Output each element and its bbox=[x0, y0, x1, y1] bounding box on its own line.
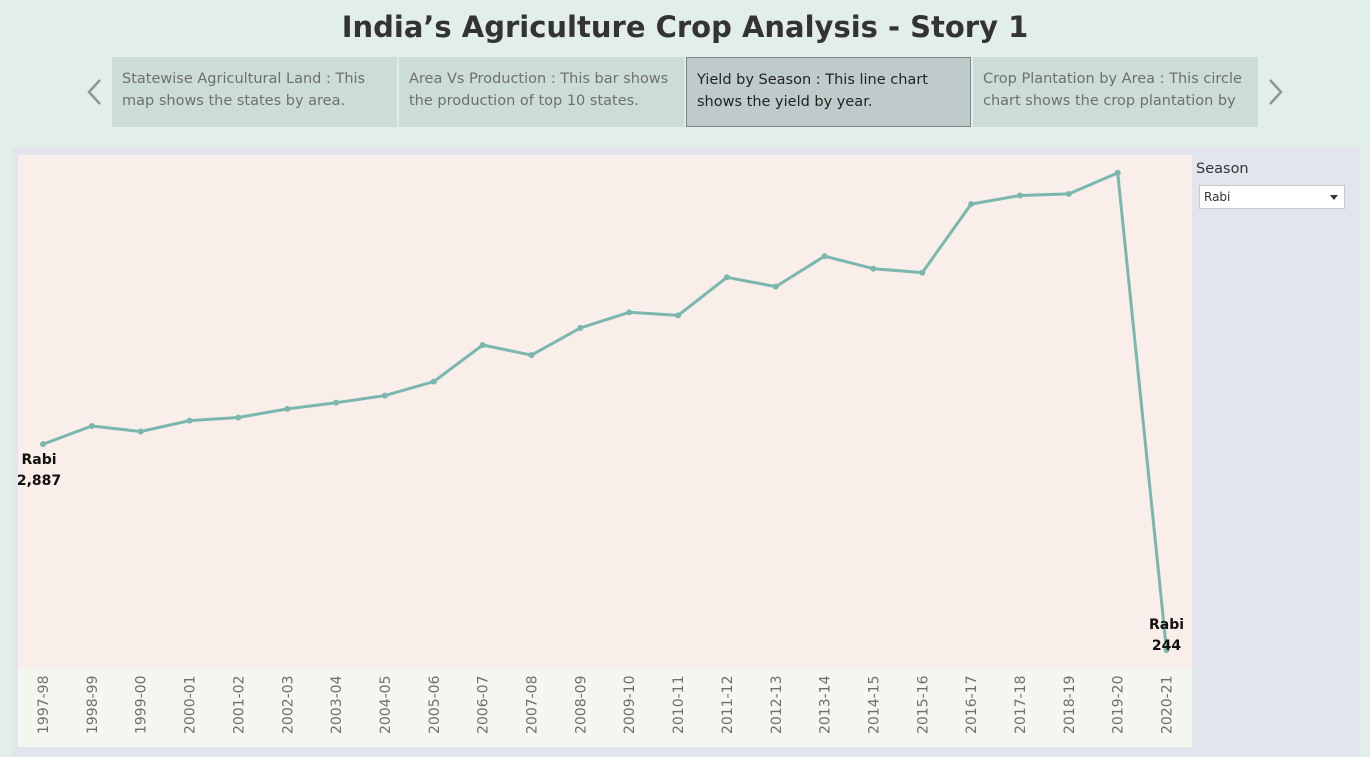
data-label-value: 2,887 bbox=[17, 473, 61, 489]
data-label-series: Rabi bbox=[1149, 617, 1184, 633]
data-point-2014-15[interactable] bbox=[870, 265, 877, 272]
x-tick-label: 2008-09 bbox=[573, 676, 589, 735]
x-tick-label: 1999-00 bbox=[134, 676, 150, 735]
x-tick-label: 2010-11 bbox=[671, 676, 687, 735]
page-title: India’s Agriculture Crop Analysis - Stor… bbox=[341, 10, 1029, 44]
data-label-series: Rabi bbox=[21, 452, 56, 468]
story-point-1[interactable]: Statewise Agricultural Land : This map s… bbox=[112, 57, 397, 127]
x-tick-label: 2015-16 bbox=[915, 675, 931, 734]
data-point-2012-13[interactable] bbox=[772, 283, 779, 290]
chevron-right-icon[interactable] bbox=[1263, 74, 1287, 110]
data-point-2011-12[interactable] bbox=[723, 274, 730, 281]
data-point-2004-05[interactable] bbox=[381, 392, 388, 399]
story-point-text: Yield by Season : This line chart shows … bbox=[697, 72, 928, 110]
data-point-1998-99[interactable] bbox=[88, 423, 95, 430]
season-filter-dropdown[interactable]: Rabi bbox=[1199, 185, 1345, 209]
x-tick-label: 2007-08 bbox=[525, 676, 541, 735]
data-point-2020-21[interactable] bbox=[1163, 646, 1170, 653]
x-tick-label: 2001-02 bbox=[231, 676, 247, 735]
season-filter-title: Season bbox=[1196, 161, 1249, 177]
x-axis-area bbox=[18, 669, 1192, 747]
data-point-1999-00[interactable] bbox=[137, 428, 144, 435]
data-point-2001-02[interactable] bbox=[235, 414, 242, 421]
data-point-2013-14[interactable] bbox=[821, 253, 828, 260]
story-point-3[interactable]: Yield by Season : This line chart shows … bbox=[686, 57, 971, 127]
season-filter-value: Rabi bbox=[1204, 190, 1231, 204]
x-tick-label: 2004-05 bbox=[378, 676, 394, 735]
x-tick-label: 2000-01 bbox=[183, 676, 199, 735]
data-point-2007-08[interactable] bbox=[528, 352, 535, 359]
x-tick-label: 2016-17 bbox=[964, 676, 980, 735]
x-tick-label: 2014-15 bbox=[866, 676, 882, 735]
data-label-value: 244 bbox=[1152, 638, 1181, 654]
data-point-2018-19[interactable] bbox=[1065, 190, 1072, 197]
x-tick-label: 1997-98 bbox=[36, 676, 52, 735]
data-point-2008-09[interactable] bbox=[577, 324, 584, 331]
story-point-2[interactable]: Area Vs Production : This bar shows the … bbox=[399, 57, 684, 127]
data-point-2000-01[interactable] bbox=[186, 417, 193, 424]
data-point-1997-98[interactable] bbox=[40, 441, 46, 448]
x-tick-label: 2018-19 bbox=[1062, 676, 1078, 735]
x-tick-label: 2009-10 bbox=[622, 676, 638, 735]
x-tick-label: 2003-04 bbox=[329, 675, 345, 734]
data-point-2002-03[interactable] bbox=[284, 405, 291, 412]
x-tick-label: 2017-18 bbox=[1013, 676, 1029, 735]
series-line-rabi bbox=[42, 171, 1168, 651]
x-tick-label: 2013-14 bbox=[818, 675, 834, 734]
x-tick-label: 2011-12 bbox=[720, 676, 736, 735]
data-point-2009-10[interactable] bbox=[626, 309, 633, 316]
data-point-2016-17[interactable] bbox=[968, 201, 975, 208]
caret-down-icon bbox=[1330, 195, 1338, 200]
data-point-2006-07[interactable] bbox=[479, 342, 486, 349]
chevron-left-icon[interactable] bbox=[83, 74, 107, 110]
plot-area bbox=[18, 155, 1192, 669]
data-point-2010-11[interactable] bbox=[675, 312, 682, 319]
story-point-text: Area Vs Production : This bar shows the … bbox=[409, 71, 669, 109]
data-point-2003-04[interactable] bbox=[333, 399, 340, 406]
story-point-text: Statewise Agricultural Land : This map s… bbox=[122, 71, 366, 109]
x-tick-label: 2019-20 bbox=[1111, 676, 1127, 735]
data-point-2017-18[interactable] bbox=[1017, 192, 1023, 199]
data-point-2005-06[interactable] bbox=[430, 378, 437, 385]
x-tick-label: 2020-21 bbox=[1160, 676, 1176, 735]
data-point-2019-20[interactable] bbox=[1114, 169, 1121, 176]
story-point-text: Crop Plantation by Area : This circle ch… bbox=[983, 71, 1242, 109]
x-tick-label: 2006-07 bbox=[476, 676, 492, 735]
x-tick-label: 2002-03 bbox=[280, 676, 296, 735]
x-tick-label: 1998-99 bbox=[85, 676, 101, 735]
x-tick-label: 2005-06 bbox=[427, 675, 443, 734]
x-tick-label: 2012-13 bbox=[769, 676, 785, 735]
data-point-2015-16[interactable] bbox=[919, 269, 926, 276]
story-point-4[interactable]: Crop Plantation by Area : This circle ch… bbox=[973, 57, 1258, 127]
